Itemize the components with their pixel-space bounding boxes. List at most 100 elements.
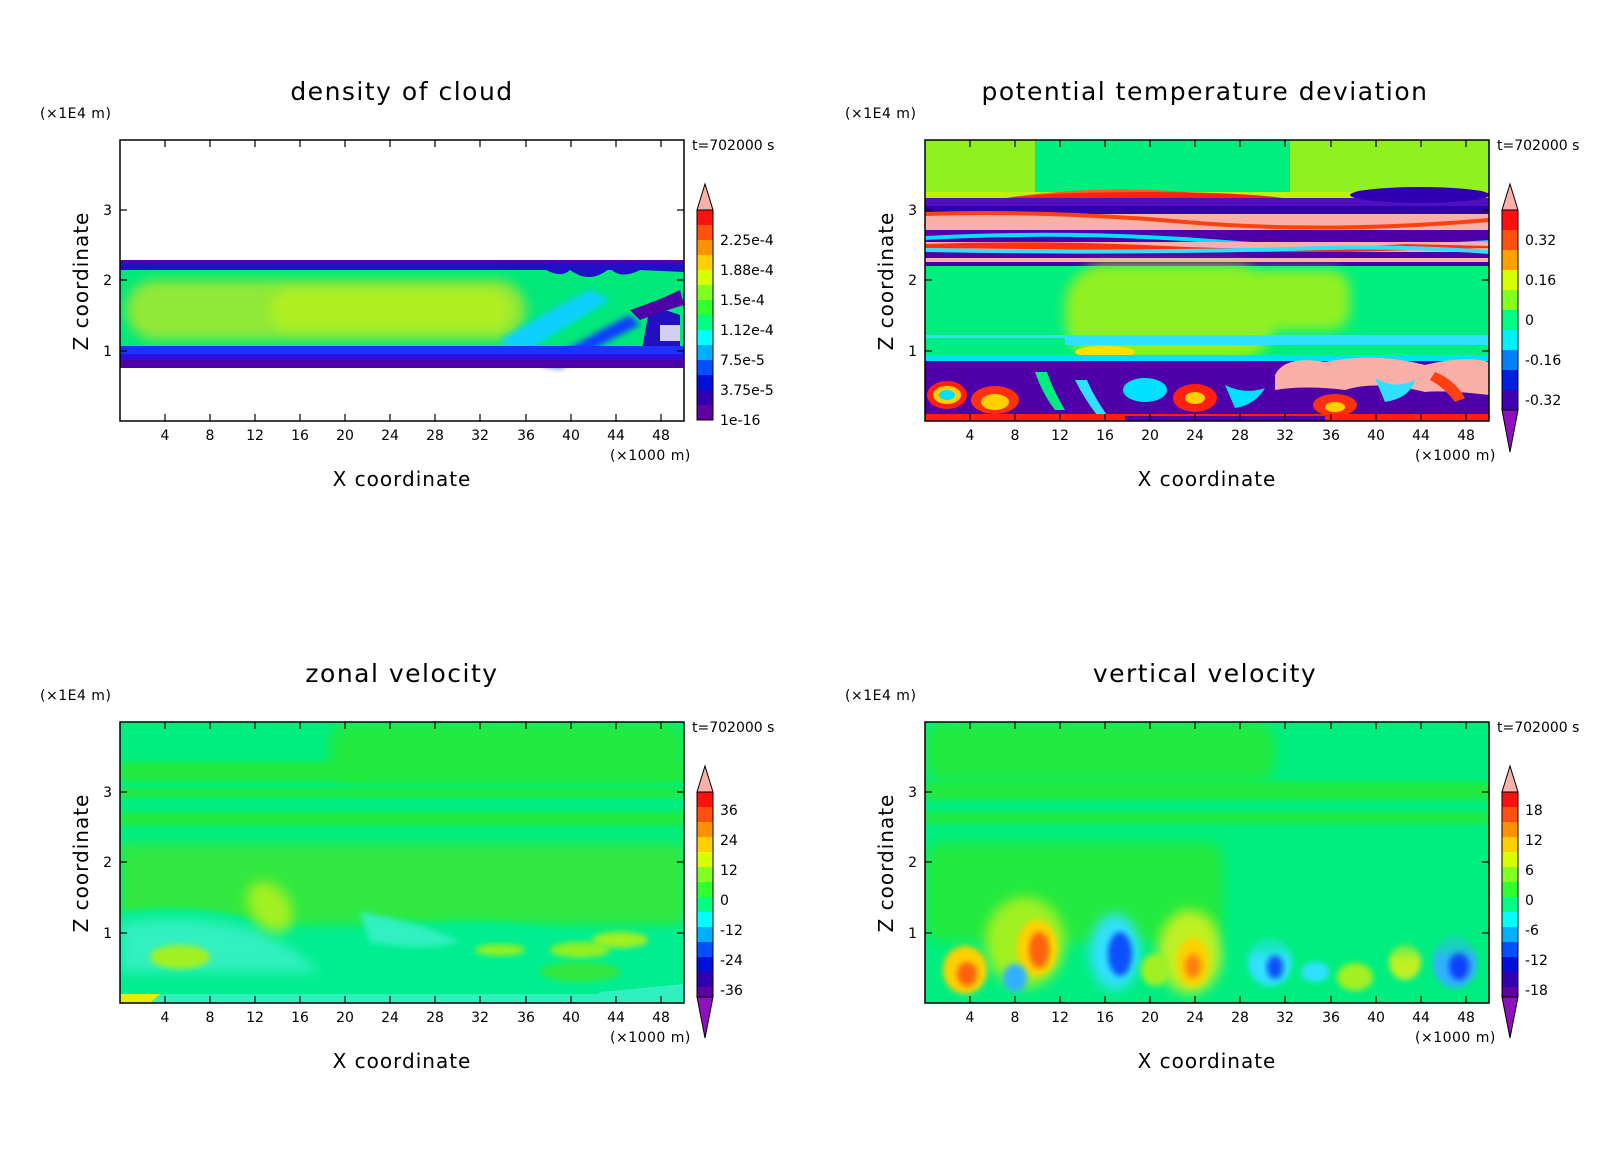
x-tick-label: 20 xyxy=(1141,428,1159,444)
x-unit-label: (×1000 m) xyxy=(610,448,691,464)
y-tick-label: 2 xyxy=(103,273,112,289)
colorbar-label: -0.32 xyxy=(1525,393,1561,409)
colorbar-label: 7.5e-5 xyxy=(720,353,765,369)
x-tick-label: 28 xyxy=(1231,428,1249,444)
colorbar: 0.32 0.16 0 -0.16 -0.32 xyxy=(1501,182,1561,453)
colorbar-label: -24 xyxy=(720,953,743,969)
colorbar-label: -0.16 xyxy=(1525,353,1561,369)
y-ticks xyxy=(925,209,1489,352)
colorbar-label: 18 xyxy=(1525,803,1543,819)
x-axis-label: X coordinate xyxy=(333,1049,472,1073)
colorbar-label: 0 xyxy=(720,893,729,909)
y-ticks xyxy=(120,209,684,352)
x-tick-label: 4 xyxy=(966,428,975,444)
y-tick-label: 1 xyxy=(908,344,917,360)
x-tick-label: 36 xyxy=(1322,428,1340,444)
y-tick-labels: 1 2 3 xyxy=(908,785,917,942)
y-tick-labels: 1 2 3 xyxy=(103,785,112,942)
y-ticks xyxy=(120,791,684,934)
colorbar-label: 0 xyxy=(1525,313,1534,329)
y-tick-labels: 1 2 3 xyxy=(103,203,112,360)
y-unit-label: (×1E4 m) xyxy=(845,688,916,704)
x-unit-label: (×1000 m) xyxy=(1415,1030,1496,1046)
colorbar-label: 0.32 xyxy=(1525,233,1556,249)
time-label: t=702000 s xyxy=(692,138,774,154)
colorbar-label: 0.16 xyxy=(1525,273,1556,289)
panel-title: zonal velocity xyxy=(305,659,498,688)
x-tick-label: 32 xyxy=(471,428,489,444)
x-tick-label: 36 xyxy=(517,428,535,444)
x-tick-label: 4 xyxy=(966,1010,975,1026)
y-tick-label: 3 xyxy=(908,785,917,801)
panel-potential-temperature-deviation: potential temperature deviation (×1E4 m)… xyxy=(845,77,1579,491)
x-tick-label: 40 xyxy=(562,428,580,444)
x-tick-label: 4 xyxy=(161,428,170,444)
y-tick-label: 1 xyxy=(908,926,917,942)
x-tick-label: 16 xyxy=(1096,1010,1114,1026)
colorbar-label: 1e-16 xyxy=(720,413,760,429)
x-tick-label: 4 xyxy=(161,1010,170,1026)
colorbar-label: 0 xyxy=(1525,893,1534,909)
x-tick-label: 8 xyxy=(1011,1010,1020,1026)
panel-title: density of cloud xyxy=(290,77,513,106)
x-tick-label: 48 xyxy=(652,428,670,444)
x-tick-label: 40 xyxy=(1367,1010,1385,1026)
y-unit-label: (×1E4 m) xyxy=(40,106,111,122)
x-tick-labels: 4 8 12 16 20 24 28 32 36 40 44 48 xyxy=(966,428,1475,444)
x-ticks xyxy=(164,140,662,421)
panel-density-of-cloud: density of cloud (×1E4 m) t=702000 s xyxy=(40,77,774,491)
x-tick-label: 32 xyxy=(1276,1010,1294,1026)
colorbar-label: -36 xyxy=(720,983,743,999)
x-tick-label: 24 xyxy=(1186,428,1204,444)
x-tick-label: 8 xyxy=(1011,428,1020,444)
colorbar-label: 24 xyxy=(720,833,738,849)
x-axis-label: X coordinate xyxy=(1138,467,1277,491)
x-tick-labels: 4 8 12 16 20 24 28 32 36 40 44 48 xyxy=(161,1010,670,1026)
colorbar-label: 6 xyxy=(1525,863,1534,879)
x-ticks xyxy=(969,722,1467,1003)
y-axis-label: Z coordinate xyxy=(874,212,898,351)
colorbar: 36 24 12 0 -12 -24 -36 xyxy=(696,764,743,1039)
x-unit-label: (×1000 m) xyxy=(610,1030,691,1046)
x-tick-label: 16 xyxy=(291,1010,309,1026)
x-tick-label: 24 xyxy=(381,1010,399,1026)
x-tick-label: 24 xyxy=(381,428,399,444)
x-tick-label: 40 xyxy=(1367,428,1385,444)
x-ticks xyxy=(969,140,1467,421)
x-tick-label: 48 xyxy=(1457,428,1475,444)
y-tick-label: 1 xyxy=(103,344,112,360)
y-tick-label: 2 xyxy=(908,273,917,289)
y-ticks xyxy=(925,791,1489,934)
x-tick-label: 36 xyxy=(517,1010,535,1026)
x-tick-label: 20 xyxy=(1141,1010,1159,1026)
x-tick-label: 16 xyxy=(291,428,309,444)
panel-title: potential temperature deviation xyxy=(982,77,1429,106)
y-unit-label: (×1E4 m) xyxy=(845,106,916,122)
panel-vertical-velocity: vertical velocity (×1E4 m) t=702000 s xyxy=(845,659,1579,1073)
x-tick-label: 8 xyxy=(206,428,215,444)
colorbar: 2.25e-4 1.88e-4 1.5e-4 1.12e-4 7.5e-5 3.… xyxy=(696,182,774,429)
y-tick-labels: 1 2 3 xyxy=(908,203,917,360)
y-axis-label: Z coordinate xyxy=(69,212,93,351)
x-tick-label: 40 xyxy=(562,1010,580,1026)
y-tick-label: 3 xyxy=(103,203,112,219)
plot-area xyxy=(120,722,684,1003)
x-tick-label: 28 xyxy=(426,1010,444,1026)
x-ticks xyxy=(164,722,662,1003)
plot-area xyxy=(120,140,684,421)
x-axis-label: X coordinate xyxy=(1138,1049,1277,1073)
colorbar-label: 12 xyxy=(1525,833,1543,849)
colorbar-label: -18 xyxy=(1525,983,1548,999)
panel-title: vertical velocity xyxy=(1093,659,1317,688)
x-tick-label: 12 xyxy=(246,1010,264,1026)
x-tick-label: 32 xyxy=(1276,428,1294,444)
x-tick-label: 44 xyxy=(1412,1010,1430,1026)
x-tick-label: 12 xyxy=(1051,428,1069,444)
panel-zonal-velocity: zonal velocity (×1E4 m) t=702000 s xyxy=(40,659,774,1073)
y-tick-label: 3 xyxy=(103,785,112,801)
y-tick-label: 2 xyxy=(103,855,112,871)
x-tick-label: 32 xyxy=(471,1010,489,1026)
x-tick-label: 20 xyxy=(336,1010,354,1026)
colorbar: 18 12 6 0 -6 -12 -18 xyxy=(1501,764,1548,1039)
